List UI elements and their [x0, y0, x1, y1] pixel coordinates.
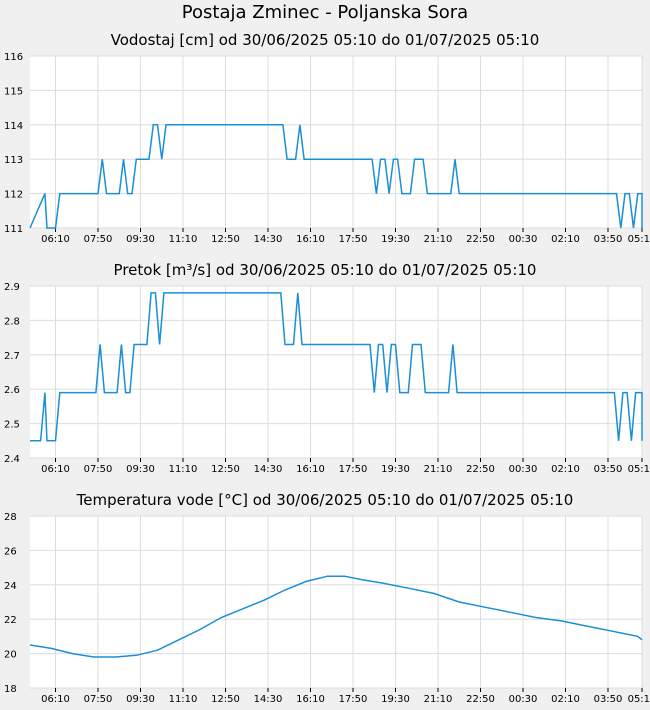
- x-tick-label: 16:10: [296, 464, 325, 475]
- chart-title-discharge: Pretok [m³/s] od 30/06/2025 05:10 do 01/…: [113, 261, 537, 279]
- y-tick-label: 2.5: [4, 420, 20, 431]
- y-tick-label: 115: [4, 86, 23, 97]
- page-title: Postaja Zminec - Poljanska Sora: [181, 2, 469, 23]
- y-tick-label: 112: [4, 190, 23, 201]
- water-level-chart: 116 115 114 113 112 111 06:10 07:50 09:30 11:10 12…: [4, 52, 650, 245]
- x-tick-label: 21:10: [424, 694, 453, 705]
- y-tick-label: 2.4: [4, 454, 20, 465]
- x-tick-label: 02:10: [551, 234, 580, 245]
- x-tick-label: 02:10: [551, 694, 580, 705]
- x-tick-label: 17:50: [339, 464, 368, 475]
- y-tick-label: 111: [4, 224, 23, 235]
- y-tick-label: 26: [4, 546, 17, 557]
- series-line: [29, 124, 643, 229]
- x-tick-label: 12:50: [211, 694, 240, 705]
- x-tick-label: 16:10: [296, 234, 325, 245]
- plot-area: [30, 286, 642, 458]
- plot-area: [30, 516, 642, 688]
- x-tick-label: 05:10: [628, 234, 650, 245]
- x-tick-label: 03:50: [594, 694, 623, 705]
- series-line: [30, 292, 643, 442]
- x-tick-label: 03:50: [594, 234, 623, 245]
- x-tick-label: 05:10: [628, 694, 650, 705]
- y-tick-label: 24: [4, 581, 17, 592]
- x-tick-label: 12:50: [211, 464, 240, 475]
- x-tick-label: 22:50: [466, 694, 495, 705]
- x-tick-label: 22:50: [466, 464, 495, 475]
- x-tick-label: 14:30: [254, 694, 283, 705]
- x-tick-label: 14:30: [254, 464, 283, 475]
- x-tick-label: 14:30: [254, 234, 283, 245]
- x-tick-label: 09:30: [126, 234, 155, 245]
- x-tick-label: 09:30: [126, 694, 155, 705]
- y-tick-label: 114: [4, 121, 23, 132]
- x-tick-label: 11:10: [169, 694, 198, 705]
- x-tick-label: 16:10: [296, 694, 325, 705]
- x-tick-label: 06:10: [41, 694, 70, 705]
- chart-title-water-temperature: Temperatura vode [°C] od 30/06/2025 05:1…: [76, 491, 574, 509]
- x-tick-label: 21:10: [424, 234, 453, 245]
- y-tick-label: 20: [4, 650, 17, 661]
- x-tick-label: 19:30: [381, 464, 410, 475]
- x-tick-label: 00:30: [509, 234, 538, 245]
- y-tick-label: 2.8: [4, 316, 20, 327]
- y-tick-label: 2.6: [4, 385, 20, 396]
- x-tick-label: 22:50: [466, 234, 495, 245]
- water-temperature-chart: 28 26 24 22 20 18 06:10 07:50 09:30 11:10 12:50 14:…: [4, 512, 650, 705]
- x-tick-label: 07:50: [84, 694, 113, 705]
- x-tick-label: 11:10: [169, 234, 198, 245]
- y-tick-label: 22: [4, 615, 17, 626]
- x-tick-label: 17:50: [339, 694, 368, 705]
- y-tick-label: 28: [4, 512, 17, 523]
- x-tick-label: 09:30: [126, 464, 155, 475]
- x-tick-label: 21:10: [424, 464, 453, 475]
- y-tick-label: 113: [4, 155, 23, 166]
- x-tick-label: 12:50: [211, 234, 240, 245]
- y-tick-label: 18: [4, 684, 17, 695]
- y-tick-label: 2.7: [4, 351, 20, 362]
- x-tick-label: 05:10: [628, 464, 650, 475]
- x-tick-label: 06:10: [41, 234, 70, 245]
- x-tick-label: 17:50: [339, 234, 368, 245]
- y-tick-label: 116: [4, 52, 23, 63]
- x-tick-label: 11:10: [169, 464, 198, 475]
- x-tick-label: 19:30: [381, 234, 410, 245]
- chart-title-water-level: Vodostaj [cm] od 30/06/2025 05:10 do 01/…: [110, 31, 540, 49]
- plot-area: [30, 56, 642, 228]
- x-tick-label: 00:30: [509, 694, 538, 705]
- x-tick-label: 07:50: [84, 234, 113, 245]
- x-tick-label: 00:30: [509, 464, 538, 475]
- x-tick-label: 03:50: [594, 464, 623, 475]
- series-line: [29, 575, 643, 658]
- x-tick-label: 06:10: [41, 464, 70, 475]
- discharge-chart: 2.9 2.8 2.7 2.6 2.5 2.4 06:10 07:50 09:30 11:10 12…: [4, 282, 650, 475]
- x-tick-label: 07:50: [84, 464, 113, 475]
- x-tick-label: 19:30: [381, 694, 410, 705]
- x-tick-label: 02:10: [551, 464, 580, 475]
- y-tick-label: 2.9: [4, 282, 20, 293]
